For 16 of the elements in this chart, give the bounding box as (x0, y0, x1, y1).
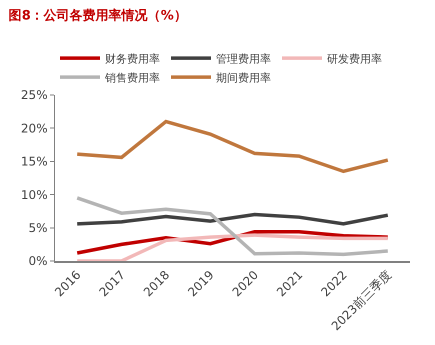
legend-label: 销售费用率 (104, 71, 160, 84)
legend-label: 研发费用率 (327, 52, 382, 66)
y-tick-label: 15% (20, 154, 48, 169)
legend-label: 管理费用率 (216, 52, 271, 66)
y-tick-label: 0% (28, 254, 48, 268)
y-tick-label: 5% (28, 221, 48, 235)
line-series (75, 233, 390, 261)
legend-label: 期间费用率 (216, 71, 271, 84)
line-series (75, 120, 390, 174)
y-tick-label: 10% (20, 188, 48, 202)
line-series (75, 196, 390, 256)
legend-label: 财务费用率 (105, 52, 160, 66)
line-series (75, 212, 390, 226)
y-tick-label: 25% (20, 88, 48, 102)
chart-title: 图8：公司各费用率情况（%） (8, 7, 187, 24)
y-tick-label: 20% (20, 121, 48, 136)
